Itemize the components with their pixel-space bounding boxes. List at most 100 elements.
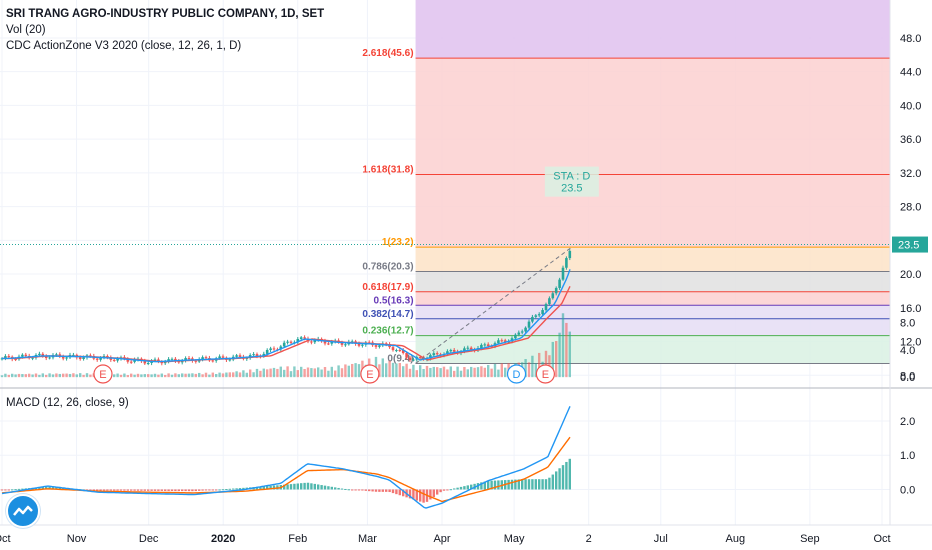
tradingview-logo-icon[interactable] <box>6 494 40 528</box>
time-axis-label: Jul <box>654 533 668 545</box>
last-price-tag <box>892 236 928 253</box>
volume-bar <box>279 366 282 378</box>
macd-histogram-bar <box>228 488 231 490</box>
candle-body <box>378 345 381 347</box>
macd-histogram-bar <box>164 489 167 491</box>
volume-bar <box>446 369 449 378</box>
macd-histogram-bar <box>266 486 269 490</box>
volume-bar <box>215 373 218 378</box>
macd-histogram-bar <box>119 489 123 491</box>
macd-histogram-bar <box>357 489 361 491</box>
time-axis-label: Nov <box>67 533 87 545</box>
macd-histogram-bar <box>232 488 235 490</box>
volume-bar <box>402 366 405 378</box>
time-axis-label: 2 <box>586 533 592 545</box>
volume-bar <box>218 372 221 378</box>
macd-histogram-bar <box>453 488 456 490</box>
candle-body <box>432 353 436 356</box>
macd-histogram-bar <box>449 489 452 491</box>
candle-body <box>548 298 551 305</box>
macd-legend[interactable]: MACD (12, 26, close, 9) <box>6 397 129 409</box>
macd-histogram-bar <box>62 487 65 490</box>
candle-body <box>157 359 160 362</box>
macd-histogram-bar <box>109 489 112 491</box>
candle-body <box>344 344 347 346</box>
candle-body <box>527 321 531 328</box>
annotation-label: STA : D <box>553 171 590 183</box>
volume-bar <box>497 369 500 378</box>
candle-body <box>452 350 456 352</box>
volume-bar <box>177 374 180 378</box>
candle-body <box>469 347 473 350</box>
indicator-legend[interactable]: CDC ActionZone V3 2020 (close, 12, 26, 1… <box>6 40 242 52</box>
event-marker-circle <box>93 364 113 384</box>
fib-label: 1.618(31.8) <box>362 165 413 176</box>
candle-body <box>221 356 225 358</box>
volume-bar <box>45 374 48 378</box>
symbol-title[interactable]: SRI TRANG AGRO-INDUSTRY PUBLIC COMPANY, … <box>6 8 325 20</box>
candle-body <box>38 353 41 355</box>
candle-body <box>391 347 395 351</box>
macd-histogram-bar <box>96 489 99 491</box>
macd-histogram-bar <box>527 479 531 490</box>
candle-body <box>466 347 470 349</box>
volume-bar <box>201 374 204 378</box>
candle-body <box>486 344 490 347</box>
volume-axis-label: 8.0 <box>900 317 915 329</box>
price-axis-label: 8.0 <box>900 370 915 382</box>
volume-bar <box>204 372 208 378</box>
macd-histogram-bar <box>381 489 384 492</box>
volume-bar <box>133 374 136 378</box>
candle-body <box>510 338 514 342</box>
candle-body <box>82 357 85 359</box>
candle-body <box>55 354 58 356</box>
volume-bar <box>272 367 276 378</box>
macd-histogram-bar <box>4 489 7 491</box>
volume-legend[interactable]: Vol (20) <box>6 24 46 36</box>
macd-histogram-bar <box>283 484 286 490</box>
macd-histogram-bar <box>272 485 276 490</box>
candle-body <box>187 358 191 360</box>
macd-histogram-bar <box>153 489 157 491</box>
candle-body <box>323 340 327 344</box>
macd-histogram-bar <box>51 487 55 490</box>
candle-body <box>327 343 330 345</box>
macd-histogram-bar <box>395 489 398 495</box>
volume-bar <box>119 374 123 378</box>
candle-body <box>446 351 449 355</box>
macd-histogram-bar <box>347 489 350 491</box>
fib-label: 0.5(16.3) <box>374 295 414 306</box>
candle-body <box>408 357 412 361</box>
candle-body <box>303 337 306 339</box>
candle-body <box>544 304 548 311</box>
macd-histogram-bar <box>330 486 333 490</box>
candle-body <box>520 331 524 333</box>
volume-axis-label: 0.0 <box>900 372 915 384</box>
candle-body <box>126 358 130 362</box>
volume-bar <box>483 367 486 378</box>
macd-histogram-bar <box>548 477 551 490</box>
candle-body <box>551 293 555 299</box>
macd-histogram-bar <box>235 488 238 490</box>
volume-bar <box>388 360 391 378</box>
volume-bar <box>17 373 21 378</box>
volume-bar <box>174 373 177 378</box>
event-marker-label: E <box>99 369 106 381</box>
volume-bar <box>351 363 354 378</box>
fib-label: 0.236(12.7) <box>362 326 413 337</box>
volume-bar <box>235 371 238 378</box>
macd-histogram-bar <box>181 489 184 492</box>
volume-bar <box>463 367 466 378</box>
candle-body <box>531 316 534 322</box>
macd-histogram-bar <box>140 489 143 491</box>
macd-histogram-bar <box>167 489 170 491</box>
candle-body <box>480 344 483 349</box>
volume-bar <box>150 374 153 378</box>
macd-histogram-bar <box>354 489 357 491</box>
macd-histogram-bar <box>368 489 371 492</box>
volume-bar <box>493 363 497 378</box>
volume-bar <box>34 373 38 378</box>
volume-bar <box>381 358 384 378</box>
candle-body <box>541 310 544 315</box>
volume-bar <box>442 366 446 378</box>
